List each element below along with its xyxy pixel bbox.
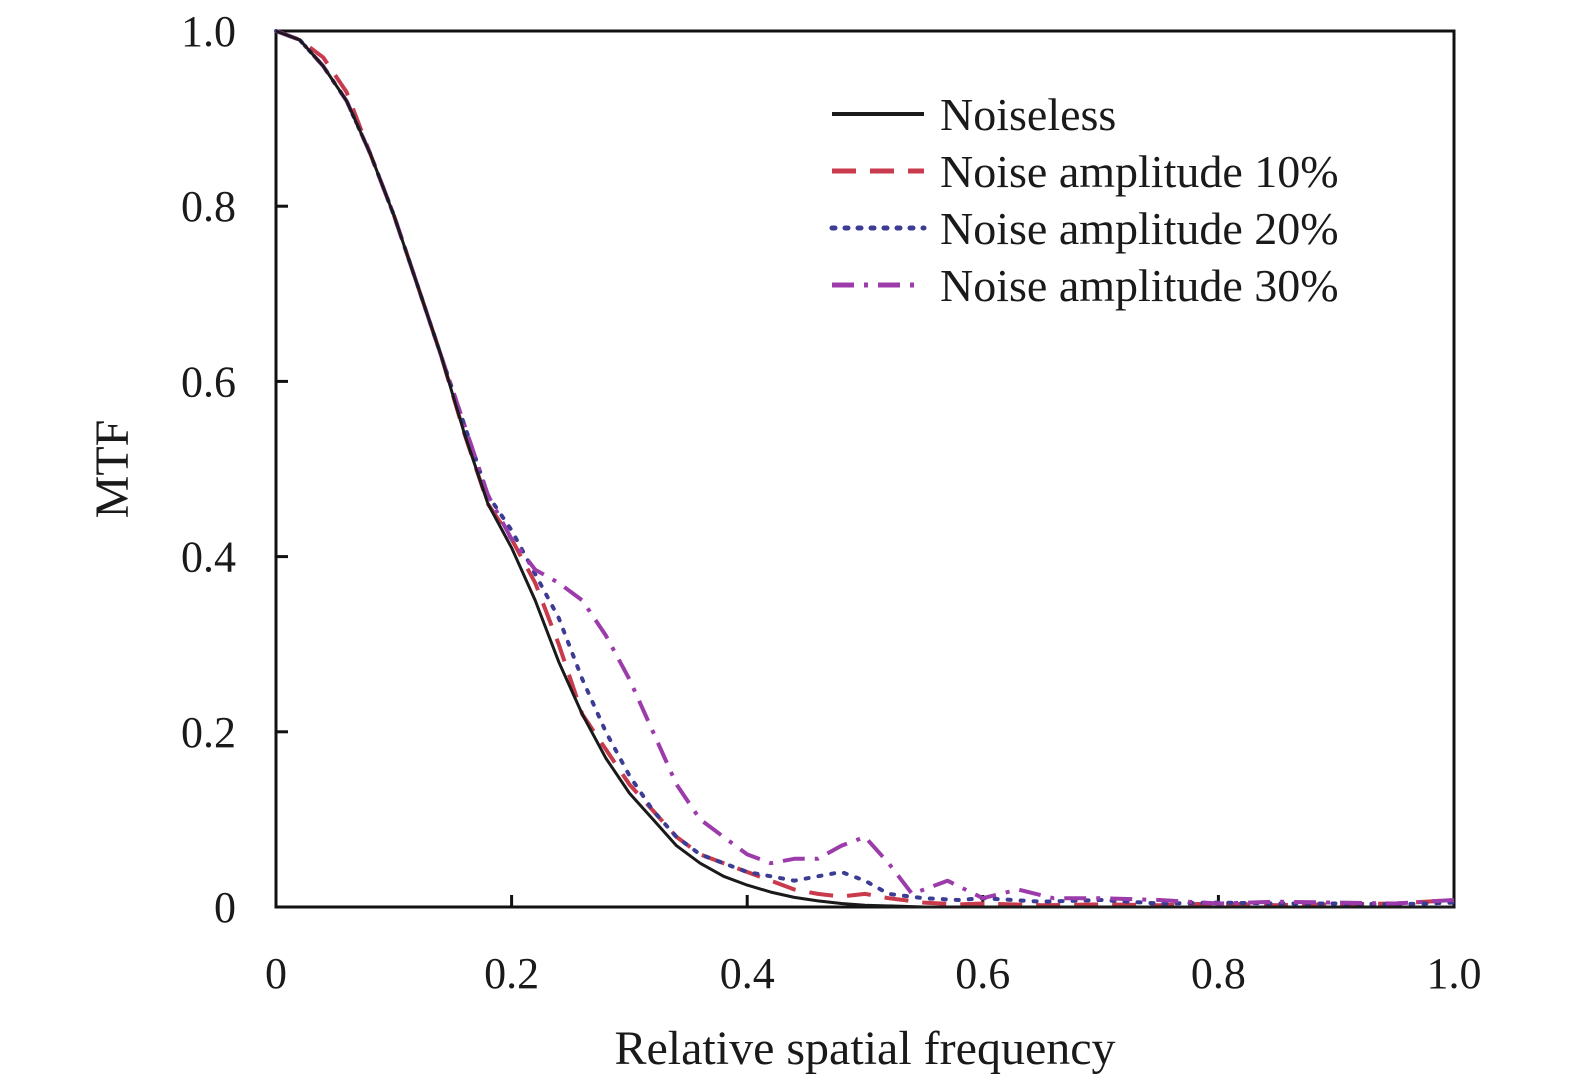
y-tick-label: 0.2 <box>181 708 236 757</box>
legend-label: Noise amplitude 10% <box>940 146 1339 197</box>
y-tick-label: 1.0 <box>181 7 236 56</box>
x-tick-label: 1.0 <box>1427 949 1482 998</box>
plot-frame <box>274 29 1456 909</box>
series-line-0 <box>275 29 1454 909</box>
series-lines <box>274 29 1456 909</box>
x-tick-label: 0.4 <box>720 949 775 998</box>
x-axis-ticks: 0 0.2 0.4 0.6 0.8 1.0 <box>265 895 1482 998</box>
x-tick-label: 0.6 <box>955 949 1010 998</box>
x-axis-title: Relative spatial frequency <box>614 1022 1115 1075</box>
x-tick-label: 0 <box>265 949 287 998</box>
y-tick-label: 0.6 <box>181 357 236 406</box>
legend-label: Noise amplitude 20% <box>940 203 1339 254</box>
y-axis-ticks: 0 0.2 0.4 0.6 0.8 1.0 <box>181 7 288 932</box>
x-tick-label: 0.8 <box>1191 949 1246 998</box>
y-axis-title: MTF <box>86 420 139 519</box>
x-tick-label: 0.2 <box>484 949 539 998</box>
y-tick-label: 0.4 <box>181 533 236 582</box>
y-tick-label: 0.8 <box>181 182 236 231</box>
plot-area: 0 0.2 0.4 0.6 0.8 1.0 0 0.2 0.4 0.6 0.8 1.0 <box>181 7 1482 998</box>
legend-label: Noiseless <box>940 89 1116 140</box>
legend: Noiseless Noise amplitude 10% Noise amplit… <box>829 89 1339 311</box>
legend-label: Noise amplitude 30% <box>940 260 1339 311</box>
y-tick-label: 0 <box>214 883 236 932</box>
